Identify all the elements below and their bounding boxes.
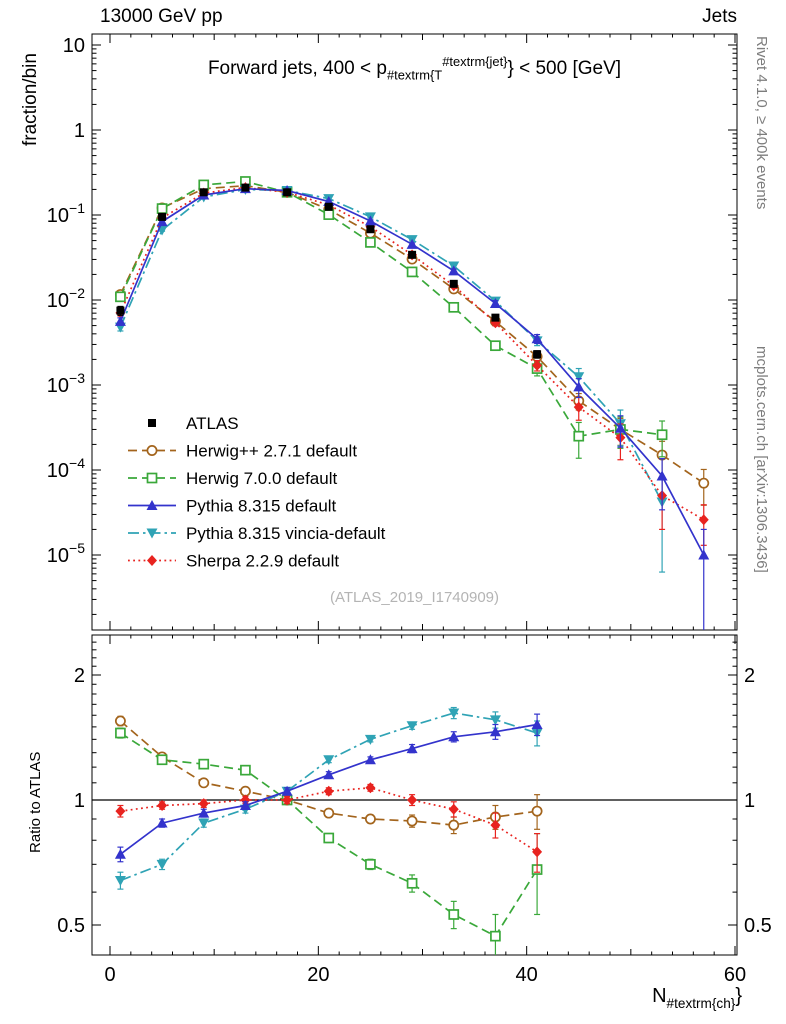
ratio-tick-label: 0.5	[57, 915, 85, 937]
beam-energy-label: 13000 GeV pp	[100, 6, 223, 27]
ratio-series-layer	[114, 706, 543, 955]
panel-frame	[91, 634, 738, 956]
y-tick-label: 10−1	[47, 200, 85, 227]
y-tick-label: 10−3	[47, 370, 85, 397]
y-tick-label: 1	[74, 120, 85, 142]
legend-label: Herwig 7.0.0 default	[186, 469, 337, 488]
legend-label: Pythia 8.315 vincia-default	[186, 524, 386, 543]
legend: ATLAS Herwig++ 2.7.1 default Herwig 7.0.0 …	[128, 414, 386, 571]
plot-title-sub: #textrm{T	[386, 67, 443, 83]
analysis-group-label: Jets	[702, 6, 737, 27]
legend-label: Pythia 8.315 default	[186, 497, 337, 516]
plot-title: Forward jets, 400 < p#textrm{T#textrm{je…	[92, 54, 737, 83]
y-tick-label: 10−5	[47, 540, 85, 567]
x-tick-label: 0	[104, 964, 115, 986]
plot-title-sup: #textrm{jet}	[442, 54, 508, 69]
x-tick-label: 60	[724, 964, 746, 986]
ratio-tick-label: 2	[74, 665, 85, 687]
x-axis-title-pre: N	[652, 985, 667, 1007]
main-y-axis-title: fraction/bin	[20, 53, 41, 146]
ratio-tick-label: 2	[744, 665, 755, 687]
x-tick-label: 40	[516, 964, 538, 986]
legend-label: Herwig++ 2.7.1 default	[186, 442, 357, 461]
main-series-layer	[114, 176, 710, 630]
ratio-tick-label: 0.5	[744, 915, 772, 937]
x-axis-title-post: }	[735, 985, 742, 1007]
y-tick-label: 10	[63, 35, 85, 57]
analysis-id-watermark: (ATLAS_2019_I1740909)	[329, 589, 499, 606]
x-axis-title: N#textrm{ch}}	[497, 985, 742, 1011]
ratio-y-axis-title: Ratio to ATLAS	[27, 751, 44, 853]
ratio-tick-label: 1	[744, 790, 755, 812]
y-tick-label: 10−2	[47, 285, 85, 312]
plot-title-pre: Forward jets, 400 < p	[207, 57, 387, 79]
plot-title-post: } < 500 [GeV]	[507, 57, 622, 79]
rivet-version-credit: Rivet 4.1.0, ≥ 400k events	[753, 36, 770, 210]
legend-label: ATLAS	[186, 414, 239, 433]
ratio-tick-label: 1	[74, 790, 85, 812]
y-tick-label: 10−4	[47, 455, 85, 482]
panel-frame	[91, 33, 738, 631]
x-tick-label: 20	[307, 964, 329, 986]
mcplots-credit: mcplots.cern.ch [arXiv:1306.3436]	[753, 346, 770, 573]
x-axis-title-sub: #textrm{ch}	[666, 996, 736, 1012]
legend-label: Sherpa 2.2.9 default	[186, 552, 339, 571]
